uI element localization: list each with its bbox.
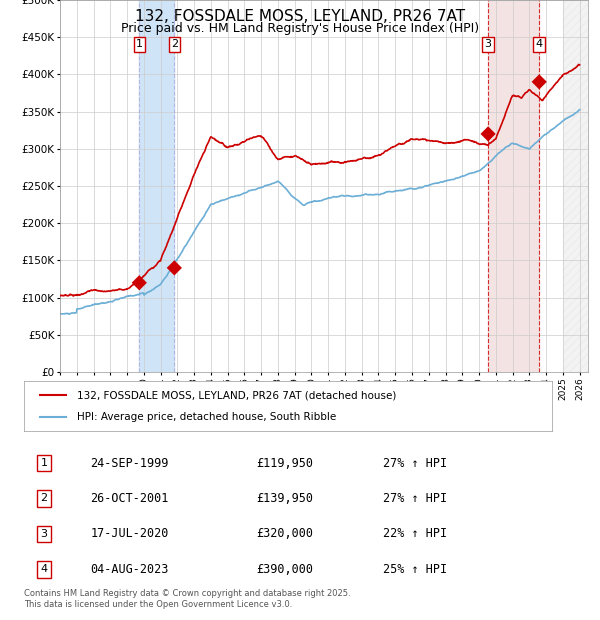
Text: Price paid vs. HM Land Registry's House Price Index (HPI): Price paid vs. HM Land Registry's House … [121, 22, 479, 35]
Text: £139,950: £139,950 [256, 492, 313, 505]
Text: 2: 2 [41, 494, 47, 503]
Point [134, 278, 144, 288]
Text: 27% ↑ HPI: 27% ↑ HPI [383, 492, 447, 505]
Bar [563, 0, 588, 372]
Text: 22% ↑ HPI: 22% ↑ HPI [383, 528, 447, 541]
Text: 26-OCT-2001: 26-OCT-2001 [90, 492, 169, 505]
Text: 25% ↑ HPI: 25% ↑ HPI [383, 563, 447, 576]
Point [535, 77, 544, 87]
Text: 3: 3 [41, 529, 47, 539]
Text: 04-AUG-2023: 04-AUG-2023 [90, 563, 169, 576]
Text: 24-SEP-1999: 24-SEP-1999 [90, 456, 169, 469]
Text: £320,000: £320,000 [256, 528, 313, 541]
Text: 17-JUL-2020: 17-JUL-2020 [90, 528, 169, 541]
Point [170, 263, 179, 273]
Text: 132, FOSSDALE MOSS, LEYLAND, PR26 7AT (detached house): 132, FOSSDALE MOSS, LEYLAND, PR26 7AT (d… [77, 390, 396, 400]
Text: 132, FOSSDALE MOSS, LEYLAND, PR26 7AT: 132, FOSSDALE MOSS, LEYLAND, PR26 7AT [135, 9, 465, 24]
Point [483, 129, 493, 139]
Text: Contains HM Land Registry data © Crown copyright and database right 2025.
This d: Contains HM Land Registry data © Crown c… [24, 590, 350, 609]
Text: £119,950: £119,950 [256, 456, 313, 469]
Text: 3: 3 [485, 40, 491, 50]
Text: 4: 4 [41, 564, 47, 574]
Text: 1: 1 [136, 40, 143, 50]
Text: 4: 4 [536, 40, 543, 50]
Bar [488, 0, 539, 372]
Text: HPI: Average price, detached house, South Ribble: HPI: Average price, detached house, Sout… [77, 412, 336, 422]
Text: 1: 1 [41, 458, 47, 468]
Text: 2: 2 [171, 40, 178, 50]
Text: £390,000: £390,000 [256, 563, 313, 576]
Text: 27% ↑ HPI: 27% ↑ HPI [383, 456, 447, 469]
Bar [139, 0, 175, 372]
